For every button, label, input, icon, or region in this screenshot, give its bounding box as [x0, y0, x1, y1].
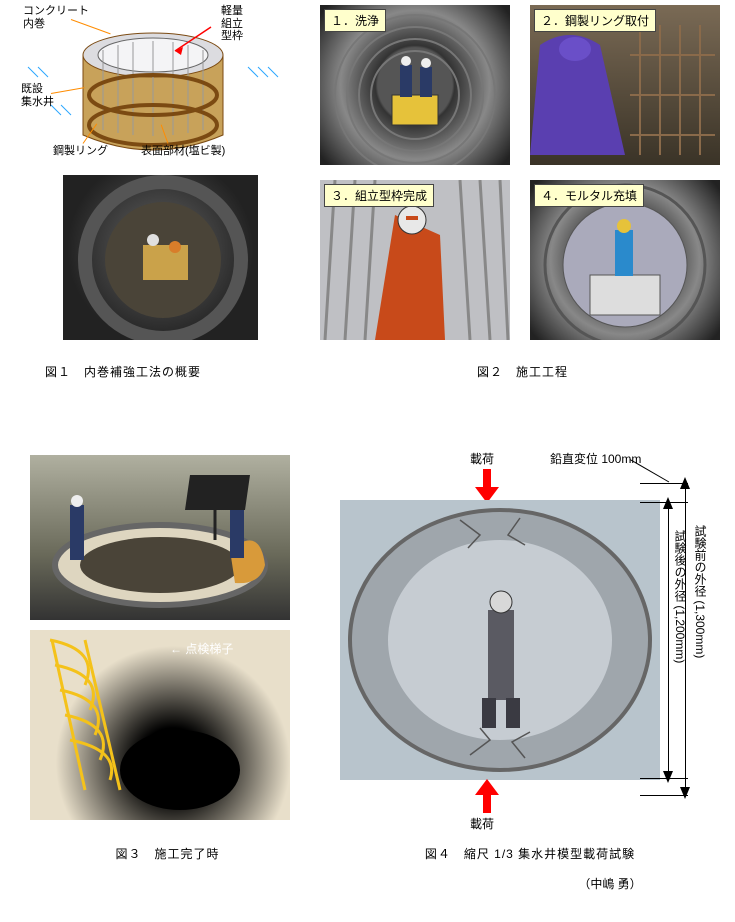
fig4-load-top-label: 載荷 [470, 450, 494, 467]
fig2-caption: 図２ 施工工程 [320, 363, 725, 380]
label-concrete: コンクリート 内巻 [23, 5, 89, 30]
label-ring: 鋼製リング [53, 145, 108, 158]
fig2-step3-photo: ３．組立型枠完成 [320, 180, 510, 340]
fig1-caption: 図１ 内巻補強工法の概要 [0, 363, 268, 380]
fig3-caption: 図３ 施工完了時 [30, 845, 305, 862]
fig2-step1-label: １．洗浄 [324, 9, 386, 32]
fig2-step4-photo: ４．モルタル充填 [530, 180, 720, 340]
arrow-up-icon [475, 779, 499, 813]
fig2-step3-label: ３．組立型枠完成 [324, 184, 434, 207]
dim-arrow-icon [680, 787, 691, 799]
dim-arrow-icon [663, 771, 674, 783]
label-existing: 既設 集水井 [21, 83, 54, 108]
fig2-step4-label: ４．モルタル充填 [534, 184, 644, 207]
fig4-inner-dia-label: 試験後の外径 (1,200mm) [672, 530, 689, 750]
figure-3: ← 点検梯子 図３ 施工完了時 [30, 445, 305, 905]
fig3-photo-bottom: ← 点検梯子 [30, 630, 290, 820]
fig3-photo-top [30, 455, 290, 620]
figure-2: １．洗浄 ２．鋼製リング取付 [320, 5, 725, 395]
fig4-author: （中嶋 勇） [420, 875, 735, 892]
label-formwork: 軽量 組立 型枠 [221, 5, 243, 43]
fig2-step2-photo: ２．鋼製リング取付 [530, 5, 720, 165]
fig1-diagram: コンクリート 内巻 軽量 組立 型枠 既設 集水井 鋼製リング 表面部材(塩ビ製… [23, 5, 283, 155]
dim-arrow-icon [663, 497, 674, 509]
fig4-disp-label: 鉛直変位 100mm [550, 450, 641, 467]
fig2-step1-photo: １．洗浄 [320, 5, 510, 165]
fig4-outer-dia-label: 試験前の外径 (1,300mm) [692, 525, 709, 765]
figure-4: 載荷 鉛直変位 100mm [340, 445, 720, 905]
fig1-photo [63, 175, 258, 340]
label-surface: 表面部材(塩ビ製) [141, 145, 225, 158]
arrow-down-icon [475, 469, 499, 503]
fig4-caption: 図４ 縮尺 1/3 集水井模型載荷試験 [340, 845, 720, 862]
fig2-step2-label: ２．鋼製リング取付 [534, 9, 656, 32]
fig4-photo [340, 500, 660, 780]
figure-1: コンクリート 内巻 軽量 組立 型枠 既設 集水井 鋼製リング 表面部材(塩ビ製… [8, 5, 298, 395]
ladder-label: ← 点検梯子 [170, 640, 233, 657]
fig4-load-bottom-label: 載荷 [470, 815, 494, 832]
